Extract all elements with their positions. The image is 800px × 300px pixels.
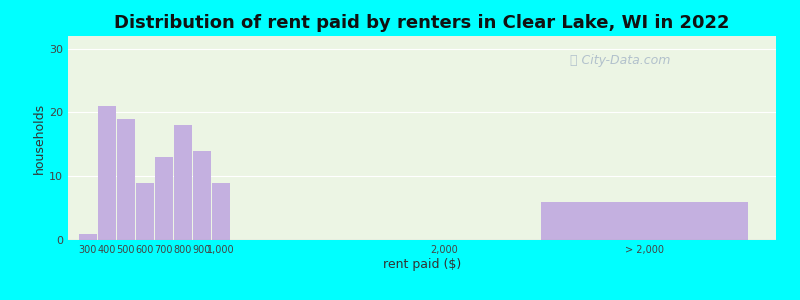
- Title: Distribution of rent paid by renters in Clear Lake, WI in 2022: Distribution of rent paid by renters in …: [114, 14, 730, 32]
- Y-axis label: households: households: [34, 102, 46, 174]
- Bar: [136, 183, 154, 240]
- Bar: [98, 106, 115, 240]
- Bar: [79, 234, 97, 240]
- Bar: [212, 183, 230, 240]
- Text: ⓘ City-Data.com: ⓘ City-Data.com: [570, 54, 670, 67]
- Bar: [117, 119, 134, 240]
- Bar: [541, 202, 748, 240]
- Bar: [193, 151, 210, 240]
- Bar: [174, 125, 191, 240]
- X-axis label: rent paid ($): rent paid ($): [383, 258, 461, 271]
- Bar: [155, 157, 173, 240]
